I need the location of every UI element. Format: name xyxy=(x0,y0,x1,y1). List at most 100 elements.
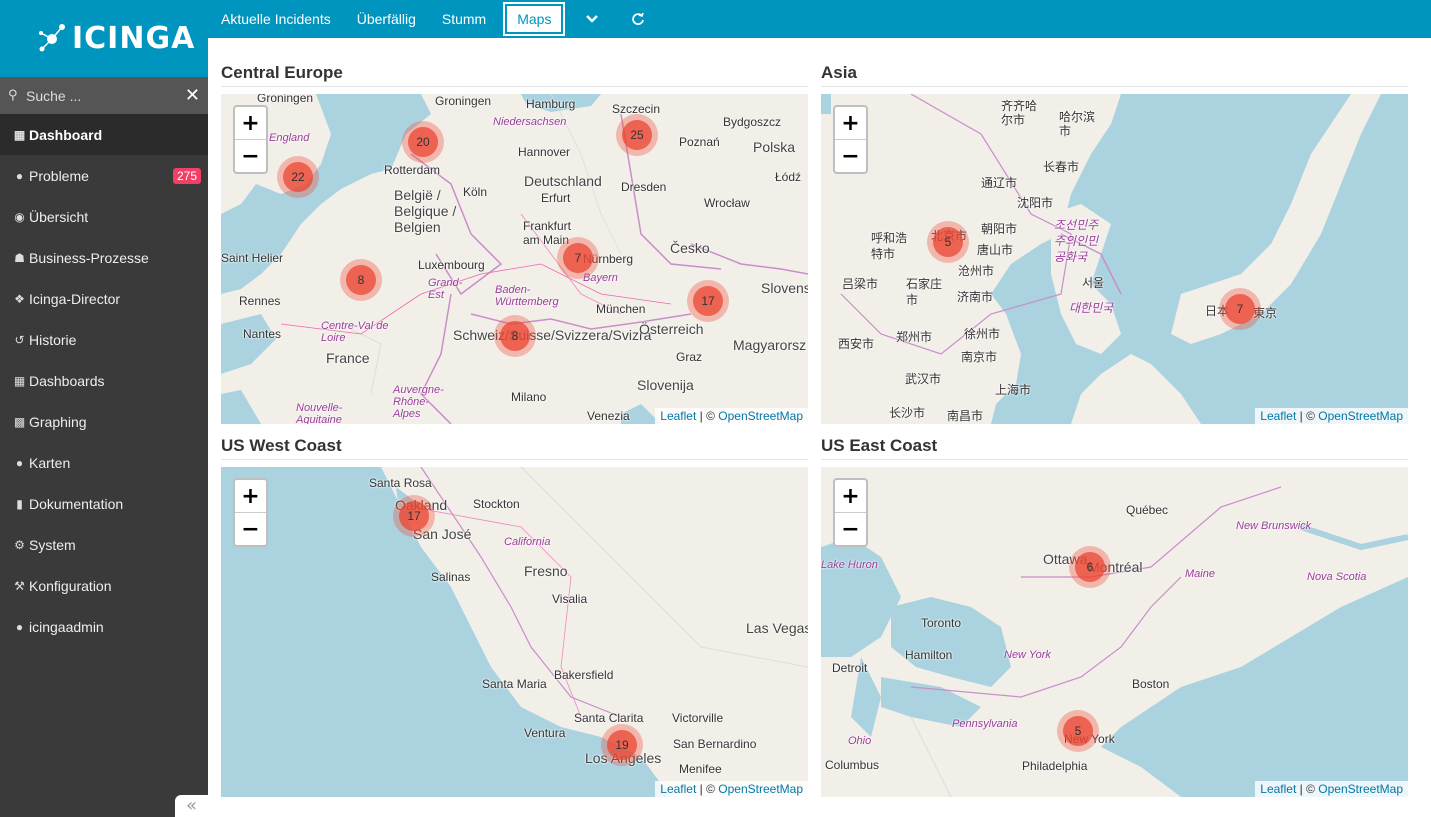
map-label: Bayern xyxy=(583,272,618,284)
search-input[interactable]: Suche ... xyxy=(26,87,82,104)
collapse-sidebar-button[interactable]: « xyxy=(175,795,208,817)
map-central-europe[interactable]: Groningen Groningen Hamburg Szczecin Byd… xyxy=(221,94,808,424)
map-label: Fresno xyxy=(524,563,568,579)
sidebar-item-label: Dashboard xyxy=(29,126,103,143)
tab-bar: Aktuelle Incidents Überfällig Stumm Maps xyxy=(208,0,1431,38)
map-cluster-marker[interactable]: 6 xyxy=(1069,546,1111,588)
map-cluster-marker[interactable]: 5 xyxy=(927,221,969,263)
zoom-in-button[interactable]: + xyxy=(835,480,866,513)
map-label: New York xyxy=(1004,649,1051,661)
zoom-out-button[interactable]: − xyxy=(841,144,860,169)
map-label: 沧州市 xyxy=(958,264,995,278)
map-label: Frankfurt am Main xyxy=(523,219,572,247)
refresh-icon[interactable] xyxy=(615,0,661,38)
tab-aktuelle-incidents[interactable]: Aktuelle Incidents xyxy=(208,0,344,38)
zoom-out-button[interactable]: − xyxy=(241,144,260,169)
osm-link[interactable]: OpenStreetMap xyxy=(1318,782,1403,796)
map-label: Milano xyxy=(511,390,547,404)
sidebar-item-historie[interactable]: ↺ Historie xyxy=(0,319,208,360)
map-cluster-marker[interactable]: 17 xyxy=(393,495,435,537)
map-tiles xyxy=(221,467,808,797)
map-label: 徐州市 xyxy=(964,327,1001,341)
map-label: Magyarorsz xyxy=(733,337,807,353)
cluster-count: 8 xyxy=(346,265,376,295)
map-label: Lake Huron xyxy=(821,559,878,571)
map-us-west-coast[interactable]: Santa Rosa Oakland Stockton San José Cal… xyxy=(221,467,808,797)
sidebar-item-label: Übersicht xyxy=(29,208,89,225)
map-label: Rotterdam xyxy=(384,163,441,177)
map-cluster-marker[interactable]: 7 xyxy=(1219,288,1261,330)
cluster-count: 8 xyxy=(500,321,530,351)
zoom-out-button[interactable]: − xyxy=(241,517,260,542)
map-label: 哈尔滨市 xyxy=(1059,110,1096,138)
map-label: California xyxy=(504,536,551,548)
icinga-logo[interactable]: ICINGA xyxy=(0,0,208,77)
map-cluster-marker[interactable]: 25 xyxy=(616,114,658,156)
map-tiles xyxy=(821,467,1408,797)
close-icon[interactable]: ✕ xyxy=(184,85,200,106)
sidebar-item-konfiguration[interactable]: ⚒ Konfiguration xyxy=(0,565,208,606)
map-label: Nouvelle-Aquitaine xyxy=(296,402,343,424)
cubes-icon: ❖ xyxy=(14,291,25,306)
zoom-in-button[interactable]: + xyxy=(235,480,266,513)
map-label: Rennes xyxy=(239,294,281,308)
dashlet-us-west-coast: US West Coast Santa Rosa Oakland Stockto… xyxy=(221,436,808,797)
map-tiles xyxy=(821,94,1408,424)
map-label: Niedersachsen xyxy=(493,116,567,128)
attribution-separator: | © xyxy=(696,409,719,423)
map-label: Slovens xyxy=(761,280,808,296)
map-cluster-marker[interactable]: 19 xyxy=(601,724,643,766)
sidebar-item-label: Karten xyxy=(29,454,71,471)
map-us-east-coast[interactable]: Québec New Brunswick Ottawa Montréal Mai… xyxy=(821,467,1408,797)
sidebar-item-dokumentation[interactable]: ▮ Dokumentation xyxy=(0,483,208,524)
osm-link[interactable]: OpenStreetMap xyxy=(718,409,803,423)
map-cluster-marker[interactable]: 7 xyxy=(557,237,599,279)
sidebar-item-icingaadmin[interactable]: ● icingaadmin xyxy=(0,606,208,647)
map-label: Victorville xyxy=(672,711,724,725)
map-cluster-marker[interactable]: 8 xyxy=(494,315,536,357)
osm-link[interactable]: OpenStreetMap xyxy=(718,782,803,796)
zoom-out-button[interactable]: − xyxy=(841,517,860,542)
map-label: Nürnberg xyxy=(583,252,634,266)
map-label: 长春市 xyxy=(1043,160,1080,174)
map-cluster-marker[interactable]: 5 xyxy=(1057,710,1099,752)
map-cluster-marker[interactable]: 8 xyxy=(340,259,382,301)
map-label: 日本 xyxy=(1205,304,1230,318)
map-label: Dresden xyxy=(621,180,667,194)
sidebar-item-icinga-director[interactable]: ❖ Icinga-Director xyxy=(0,278,208,319)
map-label: 서울 xyxy=(1082,276,1105,290)
map-label: 齐齐哈尔市 xyxy=(1001,99,1038,127)
map-label: Graz xyxy=(676,350,703,364)
zoom-in-button[interactable]: + xyxy=(235,107,266,140)
map-cluster-marker[interactable]: 17 xyxy=(687,280,729,322)
sidebar-item-label: System xyxy=(29,536,76,553)
problem-count-badge: 275 xyxy=(172,167,201,184)
tab-label: Stumm xyxy=(441,11,487,27)
leaflet-link[interactable]: Leaflet xyxy=(660,782,697,796)
sidebar-item-dashboard[interactable]: ▦ Dashboard xyxy=(0,114,208,155)
map-label: 通辽市 xyxy=(981,176,1018,190)
sidebar-item-dashboards[interactable]: ▦ Dashboards xyxy=(0,360,208,401)
sidebar-item-übersicht[interactable]: ◉ Übersicht xyxy=(0,196,208,237)
sidebar-item-probleme[interactable]: ● Probleme 275 xyxy=(0,155,208,196)
sidebar-item-system[interactable]: ⚙ System xyxy=(0,524,208,565)
zoom-in-button[interactable]: + xyxy=(835,107,866,140)
search-bar[interactable]: ⚲ Suche ... ✕ xyxy=(0,77,208,114)
sidebar-item-graphing[interactable]: ▩ Graphing xyxy=(0,401,208,442)
map-asia[interactable]: 齐齐哈尔市 哈尔滨市 长春市 通辽市 沈阳市 朝阳市 조선민주주의인민공화국 呼… xyxy=(821,94,1408,424)
osm-link[interactable]: OpenStreetMap xyxy=(1318,409,1403,423)
sidebar-item-karten[interactable]: ● Karten xyxy=(0,442,208,483)
tab-stumm[interactable]: Stumm xyxy=(429,0,499,38)
map-cluster-marker[interactable]: 20 xyxy=(402,121,444,163)
map-cluster-marker[interactable]: 22 xyxy=(277,156,319,198)
zoom-control: + − xyxy=(833,105,868,174)
leaflet-link[interactable]: Leaflet xyxy=(660,409,697,423)
tab-ueberfaellig[interactable]: Überfällig xyxy=(344,0,429,38)
sidebar-item-business-prozesse[interactable]: ☗ Business-Prozesse xyxy=(0,237,208,278)
chevron-down-icon[interactable] xyxy=(569,0,615,38)
leaflet-link[interactable]: Leaflet xyxy=(1260,409,1297,423)
tab-maps[interactable]: Maps xyxy=(499,0,569,38)
leaflet-link[interactable]: Leaflet xyxy=(1260,782,1297,796)
map-label: Groningen xyxy=(435,94,492,108)
map-label: München xyxy=(596,302,646,316)
